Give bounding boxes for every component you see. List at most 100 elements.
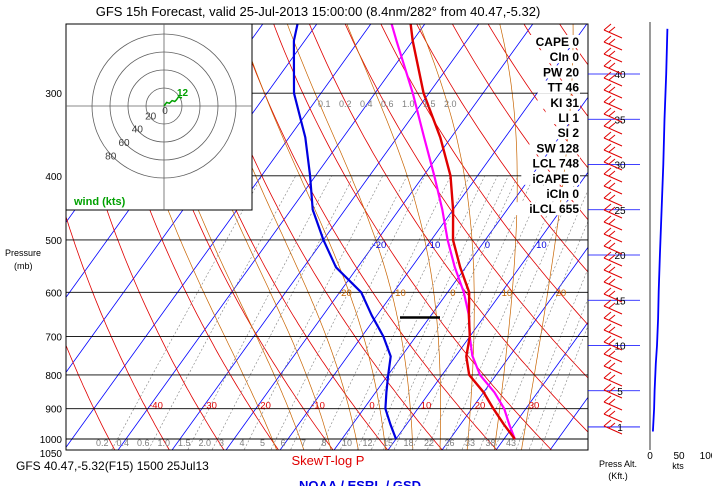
wind-barb-staff bbox=[603, 77, 623, 87]
temp-tick-label: -20 bbox=[373, 240, 387, 251]
hodograph-frame bbox=[65, 23, 253, 211]
wind-barb-flag bbox=[603, 167, 612, 175]
mixing-ratio-label: 43 bbox=[506, 438, 516, 448]
wind-barb-flag bbox=[603, 119, 612, 127]
wind-barb bbox=[603, 107, 623, 123]
isotherm-line bbox=[495, 321, 588, 450]
wind-barb-flag bbox=[608, 134, 616, 141]
temp-tick-label: 0 bbox=[369, 400, 374, 411]
wind-barb-staff bbox=[603, 125, 623, 135]
wind-barb-staff bbox=[603, 233, 623, 243]
dry-adiabat-line bbox=[567, 0, 712, 453]
wind-barb-flag bbox=[603, 359, 612, 367]
wind-barb-staff bbox=[603, 89, 623, 99]
index-bg bbox=[529, 141, 580, 155]
mixing-ratio-line bbox=[187, 175, 332, 450]
temp-tick-label: 20 bbox=[475, 400, 486, 411]
wind-barb-flag bbox=[603, 95, 612, 103]
wind-barb-flag bbox=[603, 335, 612, 343]
temp-tick-label: 20 bbox=[556, 288, 567, 299]
wind-barb-flag bbox=[603, 107, 612, 115]
wind-barb-staff bbox=[603, 101, 623, 111]
index-bg bbox=[529, 187, 580, 200]
mixing-ratio-line bbox=[540, 324, 588, 450]
wind-barb-flag bbox=[603, 239, 612, 247]
isotherm-line bbox=[279, 24, 588, 450]
wind-barb-flag bbox=[603, 23, 612, 31]
mixing-ratio-line bbox=[411, 175, 535, 450]
wind-barb-flag bbox=[603, 251, 612, 259]
wind-barb-flag bbox=[608, 386, 616, 393]
index-bg bbox=[537, 50, 580, 64]
wind-barb-flag bbox=[603, 275, 612, 283]
wind-barb-staff bbox=[603, 245, 623, 255]
wind-barb-flag bbox=[603, 83, 612, 91]
wind-speed-tick-label: 50 bbox=[673, 451, 685, 462]
mixing-ratio-label: 4 bbox=[240, 438, 245, 448]
wind-speed-tick-label: 100 bbox=[700, 451, 712, 462]
parcel-profile-line bbox=[390, 24, 516, 440]
wind-barb bbox=[603, 287, 623, 303]
pressure-tick-label: 500 bbox=[45, 236, 62, 247]
moist-adiabat-line bbox=[346, 24, 441, 450]
moist-adiabat-line bbox=[419, 24, 475, 450]
wind-barb-flag bbox=[608, 326, 616, 333]
mixing-ratio-line bbox=[370, 175, 498, 450]
wind-barb-staff bbox=[603, 413, 623, 423]
wind-speed-tick-label: 0 bbox=[647, 451, 653, 462]
moist-adiabat-line bbox=[286, 24, 414, 450]
index-value: iCIn 0 bbox=[546, 187, 579, 201]
wind-barb bbox=[603, 59, 623, 75]
pressure-tick-label: 400 bbox=[45, 172, 62, 183]
index-value: iCAPE 0 bbox=[532, 172, 579, 186]
isotherm-line bbox=[441, 246, 588, 450]
wind-barb-flag bbox=[603, 215, 612, 223]
mixing-ratio-label: 15 bbox=[383, 438, 393, 448]
wind-barb-flag bbox=[608, 254, 616, 261]
wind-barb-flag bbox=[608, 74, 616, 81]
wind-barb bbox=[603, 119, 623, 135]
index-bg bbox=[537, 65, 580, 79]
hodograph-label: wind (kts) bbox=[73, 196, 126, 208]
altitude-tick-label: 20 bbox=[614, 251, 626, 262]
wind-barb-staff bbox=[603, 221, 623, 231]
index-value: LI 1 bbox=[558, 111, 579, 125]
mixing-ratio-label: 1.5 bbox=[178, 438, 191, 448]
wind-barb-staff bbox=[603, 53, 623, 63]
wind-barb bbox=[603, 395, 623, 411]
wind-barb-flag bbox=[603, 143, 612, 151]
hodograph-trace bbox=[163, 96, 183, 107]
press-alt-units: (Kft.) bbox=[608, 471, 628, 481]
wind-barb-flag bbox=[608, 110, 616, 117]
pressure-axis-units: (mb) bbox=[14, 261, 33, 271]
dry-adiabat-line bbox=[559, 24, 588, 66]
wind-barb-staff bbox=[603, 365, 623, 375]
mixing-ratio-label: 18 bbox=[404, 438, 414, 448]
hodograph-ring-label: 20 bbox=[145, 111, 157, 122]
wind-barb-staff bbox=[603, 161, 623, 171]
mixing-ratio-label: 22 bbox=[424, 438, 434, 448]
mixing-ratio-label: 1.5 bbox=[423, 99, 436, 109]
wind-barb-staff bbox=[603, 353, 623, 363]
index-value: CAPE 0 bbox=[536, 35, 580, 49]
wind-barb bbox=[603, 215, 623, 231]
altitude-tick-label: 30 bbox=[614, 161, 626, 172]
wind-barb bbox=[603, 275, 623, 291]
wind-barb-flag bbox=[603, 395, 612, 403]
dry-adiabat-line bbox=[273, 24, 552, 450]
wind-barb-flag bbox=[608, 398, 616, 405]
wind-barb-flag bbox=[608, 422, 616, 429]
hodograph-ring-label: 80 bbox=[105, 151, 117, 162]
temp-tick-label: 10 bbox=[536, 240, 547, 251]
mixing-ratio-line bbox=[494, 220, 588, 450]
plot-frame bbox=[65, 23, 589, 451]
mixing-ratio-label: 12 bbox=[363, 438, 373, 448]
wind-barb bbox=[603, 143, 623, 159]
press-alt-label: Press Alt. bbox=[599, 459, 637, 469]
wind-barb-staff bbox=[603, 113, 623, 123]
wind-barb-staff bbox=[603, 149, 623, 159]
mixing-ratio-label: 33 bbox=[465, 438, 475, 448]
mixing-ratio-line bbox=[528, 297, 588, 450]
temp-tick-label: -10 bbox=[427, 240, 441, 251]
